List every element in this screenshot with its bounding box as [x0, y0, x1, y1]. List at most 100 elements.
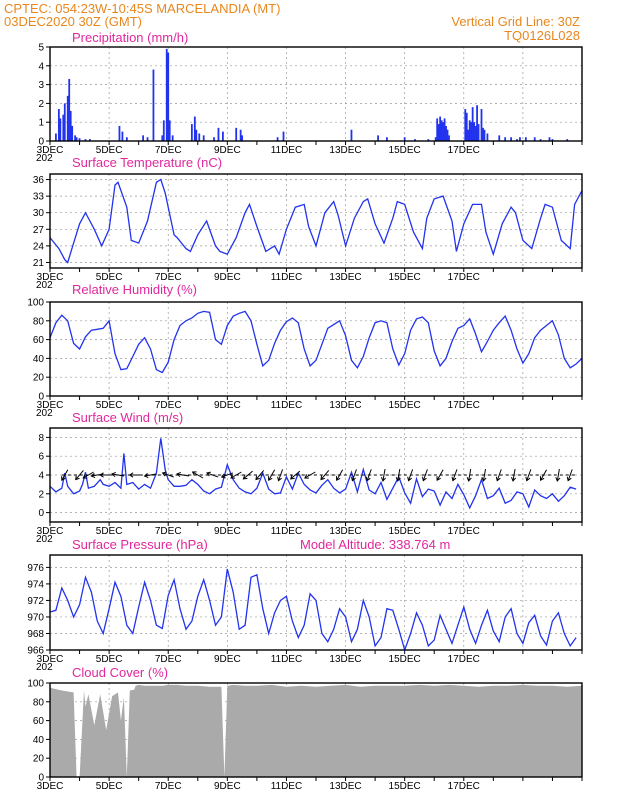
precip-bar: [195, 129, 198, 141]
wind-arrow-head: [277, 476, 282, 482]
precip-bar: [69, 110, 72, 141]
wind-arrow: [421, 469, 428, 482]
precip-bar: [519, 137, 521, 141]
wind-arrow-head: [206, 471, 211, 477]
cloud-panel: Cloud Cover (%) 0 20 40 60 80 100 3DEC 5DEC 7DEC 9…: [27, 665, 583, 792]
wind-ytick-label: 8: [38, 433, 44, 444]
cloud-xtick-label: 11DEC: [271, 781, 303, 792]
wind-arrow-head: [566, 476, 572, 482]
wind-arrow-head: [161, 471, 167, 477]
precip-bar: [66, 95, 69, 141]
precip-bar: [551, 139, 554, 141]
wind-arrow-head: [191, 471, 197, 476]
temp-year-fragment: 202: [36, 280, 53, 291]
precip-bar: [59, 118, 62, 141]
pressure-xtick-label: 7DEC: [155, 654, 182, 665]
precip-bar: [146, 137, 149, 141]
wind-arrow-shaft: [192, 471, 204, 479]
wind-arrow: [555, 469, 561, 482]
pressure-line: [49, 568, 577, 653]
wind-arrow-head: [128, 472, 134, 478]
precip-title: Precipitation (mm/h): [72, 30, 188, 45]
wind-arrow: [395, 469, 401, 482]
wind-arrow: [277, 469, 284, 482]
wind-arrow-head: [176, 471, 181, 478]
wind-title: Surface Wind (m/s): [72, 410, 183, 425]
wind-ytick-label: 2: [38, 489, 44, 500]
temp-xtick-label: 3DEC: [37, 272, 64, 283]
precip-bar: [386, 137, 388, 141]
precip-bar: [350, 129, 353, 141]
precip-xtick-label: 7DEC: [155, 145, 182, 156]
wind-arrow: [75, 470, 84, 481]
wind-arrow-shaft: [496, 469, 502, 481]
precip-bar: [414, 139, 416, 141]
wind-arrow-head: [466, 477, 472, 482]
wind-arrow-shaft: [436, 469, 444, 481]
wind-arrow: [407, 469, 414, 482]
temp-xtick-label: 17DEC: [448, 272, 480, 283]
precip-bar: [168, 120, 171, 141]
precip-bar: [162, 120, 165, 141]
rh-ytick-label: 0: [38, 392, 44, 403]
wind-arrow-head: [365, 476, 371, 482]
precip-xtick-label: 3DEC: [37, 145, 64, 156]
cloud-ytick-label: 80: [33, 697, 45, 708]
precip-ytick-label: 5: [38, 43, 44, 54]
wind-arrow-shaft: [290, 470, 301, 480]
wind-arrow-head: [143, 472, 149, 479]
cloud-frame: [49, 682, 583, 778]
wind-arrow: [335, 469, 344, 482]
wind-arrow-head: [407, 476, 413, 482]
wind-arrow-head: [555, 477, 561, 482]
precip-bar: [118, 125, 121, 141]
wind-arrow-shaft: [336, 469, 344, 481]
temp-xtick-label: 7DEC: [155, 272, 182, 283]
wind-arrow-shaft: [540, 469, 548, 481]
cloud-xtick-label: 17DEC: [448, 781, 480, 792]
precip-bar: [276, 137, 279, 141]
panels: Precipitation (mm/h) 0 1 2 3 4 5 3DEC 5DEC 7DEC 9D…: [27, 30, 583, 792]
wind-xtick-label: 7DEC: [155, 526, 182, 537]
precip-bar: [55, 133, 57, 141]
pressure-ytick-label: 968: [27, 629, 44, 640]
wind-arrow-head: [335, 476, 341, 482]
wind-arrow: [351, 469, 357, 482]
wind-arrow-shaft: [61, 469, 69, 481]
wind-arrow-shaft: [111, 473, 124, 477]
wind-arrow: [451, 469, 458, 482]
wind-ytick-label: 0: [38, 508, 44, 519]
pressure-subtitle: Model Altitude: 338.764 m: [300, 537, 450, 552]
wind-arrow: [111, 471, 124, 478]
precip-bar: [482, 127, 484, 141]
wind-ytick-label: 6: [38, 452, 44, 463]
wind-year-fragment: 202: [36, 534, 53, 545]
pressure-ytick-label: 970: [27, 612, 44, 623]
precip-bar: [473, 122, 476, 141]
precip-bar: [548, 137, 551, 141]
pressure-xtick-label: 13DEC: [329, 654, 361, 665]
precip-bar: [63, 103, 66, 141]
wind-arrow: [99, 472, 113, 478]
wind-xtick-label: 15DEC: [389, 526, 421, 537]
wind-arrow-shaft: [351, 469, 357, 481]
wind-arrow-shaft: [382, 469, 386, 481]
cloud-xtick-label: 13DEC: [329, 781, 361, 792]
wind-arrow-head: [436, 476, 441, 482]
pressure-xtick-label: 11DEC: [271, 654, 303, 665]
precip-bar: [125, 137, 128, 141]
wind-arrow: [495, 469, 502, 482]
wind-arrow-shaft: [304, 471, 316, 479]
pressure-year-fragment: 202: [36, 662, 53, 673]
wind-arrow-shaft: [278, 469, 284, 481]
wind-arrow-shaft: [206, 472, 219, 478]
wind-arrow-shaft: [255, 470, 265, 480]
wind-ytick-label: 4: [38, 471, 44, 482]
pressure-ytick-label: 972: [27, 596, 44, 607]
wind-arrow-head: [525, 476, 531, 482]
precip-panel: Precipitation (mm/h) 0 1 2 3 4 5 3DEC 5DEC 7DEC 9D…: [36, 30, 583, 164]
precip-xtick-label: 5DEC: [96, 145, 123, 156]
wind-arrow: [143, 472, 157, 479]
precip-bar: [465, 112, 468, 141]
cloud-title: Cloud Cover (%): [72, 665, 168, 680]
